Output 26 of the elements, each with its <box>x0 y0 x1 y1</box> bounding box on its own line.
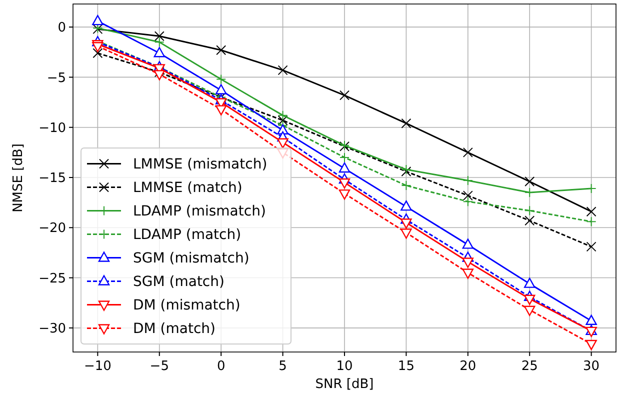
legend-label: LDAMP (mismatch) <box>133 204 266 220</box>
legend-label: LMMSE (mismatch) <box>133 156 268 173</box>
x-tick-label: −5 <box>150 359 169 374</box>
y-tick-label: −20 <box>38 221 66 236</box>
x-tick-label: 15 <box>398 359 414 374</box>
y-tick-label: −25 <box>38 271 66 286</box>
y-axis-title: NMSE [dB] <box>11 144 26 212</box>
y-tick-label: −15 <box>38 171 66 186</box>
legend-label: SGM (mismatch) <box>133 250 250 267</box>
legend-label: LDAMP (match) <box>133 227 242 244</box>
y-tick-label: −10 <box>38 120 66 136</box>
legend-label: DM (mismatch) <box>133 298 240 314</box>
y-tick-label: 0 <box>58 20 66 36</box>
legend-label: LMMSE (match) <box>133 180 242 196</box>
legend-label: DM (match) <box>133 321 216 338</box>
x-tick-label: −10 <box>84 359 112 374</box>
x-tick-label: 20 <box>460 359 476 374</box>
x-tick-label: 0 <box>216 359 226 374</box>
x-tick-label: 10 <box>336 359 353 374</box>
x-tick-label: 25 <box>521 359 538 374</box>
legend-label: SGM (match) <box>133 274 224 290</box>
y-tick-label: −5 <box>46 70 66 86</box>
x-tick-label: 30 <box>583 359 600 374</box>
x-tick-label: 5 <box>278 359 287 374</box>
x-axis-title: SNR [dB] <box>315 377 374 392</box>
y-tick-label: −30 <box>38 321 66 336</box>
